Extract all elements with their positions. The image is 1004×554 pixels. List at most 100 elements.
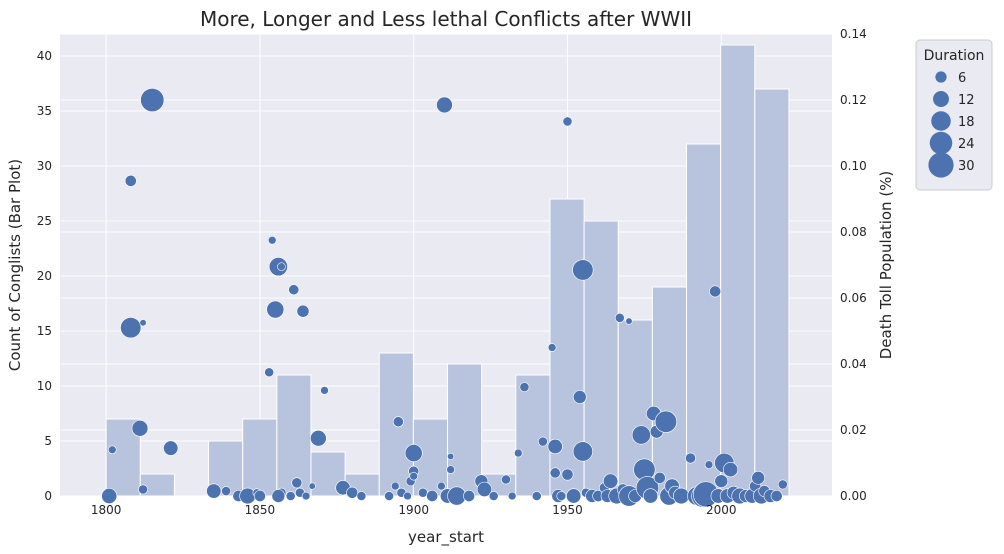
scatter-point xyxy=(308,482,316,490)
bar xyxy=(139,473,175,497)
right-y-axis-label: Death Toll Population (%) xyxy=(877,171,895,360)
scatter-point xyxy=(101,488,118,504)
scatter-point xyxy=(267,235,277,245)
scatter-point xyxy=(501,474,511,485)
scatter-point xyxy=(253,490,266,502)
scatter-series xyxy=(101,87,788,508)
scatter-point xyxy=(446,465,455,474)
scatter-point xyxy=(356,491,367,501)
bar xyxy=(276,374,312,497)
legend-label: 18 xyxy=(958,115,975,130)
x-tick-label: 1800 xyxy=(91,503,122,517)
scatter-point xyxy=(206,483,222,499)
scatter-point xyxy=(722,462,739,478)
scatter-point xyxy=(531,491,542,501)
legend-marker xyxy=(928,152,954,178)
scatter-point xyxy=(513,448,523,458)
scatter-point xyxy=(561,468,574,481)
y-left-tick-label: 25 xyxy=(37,214,52,228)
y-right-tick-label: 0.08 xyxy=(840,225,867,239)
scatter-point xyxy=(547,438,563,455)
y-right-tick-label: 0.12 xyxy=(840,93,867,107)
x-tick-label: 1950 xyxy=(552,503,583,517)
scatter-point xyxy=(296,304,310,318)
legend-marker xyxy=(933,91,949,107)
legend: Duration 6 12 18 24 30 xyxy=(915,39,993,191)
scatter-point xyxy=(572,441,593,462)
scatter-point xyxy=(602,473,619,489)
scatter-point xyxy=(310,429,327,447)
y-right-tick-label: 0.02 xyxy=(840,423,867,437)
scatter-point xyxy=(566,488,582,504)
scatter-point xyxy=(625,317,633,325)
scatter-point xyxy=(488,491,499,501)
scatter-point xyxy=(285,491,296,501)
y-right-tick-label: 0.06 xyxy=(840,291,867,305)
scatter-point xyxy=(384,491,394,501)
scatter-point xyxy=(139,319,147,327)
x-axis-ticks: 1800 1850 1900 1950 2000 xyxy=(91,503,737,517)
scatter-point xyxy=(288,284,300,296)
scatter-point xyxy=(507,491,517,501)
scatter-point xyxy=(291,477,303,489)
scatter-point xyxy=(751,471,765,485)
bar xyxy=(242,418,278,497)
scatter-point xyxy=(437,481,446,491)
y-left-tick-label: 5 xyxy=(44,434,52,448)
bar xyxy=(720,44,756,497)
scatter-point xyxy=(390,481,400,491)
bar xyxy=(754,88,790,497)
bar xyxy=(515,374,551,497)
scatter-point xyxy=(770,490,783,502)
scatter-point xyxy=(271,489,286,503)
legend-label: 12 xyxy=(958,93,975,108)
y-left-tick-label: 30 xyxy=(37,159,52,173)
bar xyxy=(651,286,688,497)
scatter-point xyxy=(547,343,557,352)
legend-label: 30 xyxy=(958,159,975,174)
x-tick-label: 2000 xyxy=(706,503,737,517)
scatter-point xyxy=(266,300,285,319)
scatter-point xyxy=(120,317,142,339)
scatter-point xyxy=(392,416,404,428)
scatter-point xyxy=(537,436,548,447)
y-right-tick-label: 0.04 xyxy=(840,357,867,371)
y-left-tick-label: 20 xyxy=(37,269,52,283)
scatter-point xyxy=(673,487,690,505)
x-tick-label: 1850 xyxy=(245,503,276,517)
scatter-point xyxy=(264,367,275,378)
y-right-tick-label: 0.14 xyxy=(840,27,867,41)
bar xyxy=(447,363,483,497)
scatter-point xyxy=(685,452,696,464)
y-left-tick-label: 15 xyxy=(37,324,52,338)
scatter-point xyxy=(642,488,659,504)
scatter-point xyxy=(562,116,573,127)
scatter-point xyxy=(714,474,729,488)
y-right-tick-label: 0.10 xyxy=(840,159,867,173)
scatter-point xyxy=(140,87,165,113)
y-left-tick-label: 0 xyxy=(44,489,52,503)
x-axis-label: year_start xyxy=(408,528,484,547)
scatter-point xyxy=(614,312,625,323)
scatter-point xyxy=(654,410,678,433)
scatter-point xyxy=(138,484,148,495)
legend-marker xyxy=(931,111,951,131)
scatter-point xyxy=(277,262,286,271)
scatter-point xyxy=(418,487,428,498)
scatter-point xyxy=(463,490,476,502)
legend-label: 6 xyxy=(958,71,966,86)
legend-marker xyxy=(929,131,953,155)
scatter-point xyxy=(572,259,594,281)
left-y-axis-label: Count of Conglists (Bar Plot) xyxy=(6,159,24,371)
y-left-tick-label: 10 xyxy=(37,379,52,393)
scatter-point xyxy=(777,479,788,490)
scatter-point xyxy=(476,481,493,497)
scatter-point xyxy=(346,486,359,499)
scatter-point xyxy=(404,444,423,463)
scatter-point xyxy=(436,96,453,114)
scatter-point xyxy=(403,491,412,501)
scatter-point xyxy=(131,420,149,437)
scatter-point xyxy=(447,452,455,460)
scatter-point xyxy=(426,490,439,502)
scatter-point xyxy=(239,487,256,505)
